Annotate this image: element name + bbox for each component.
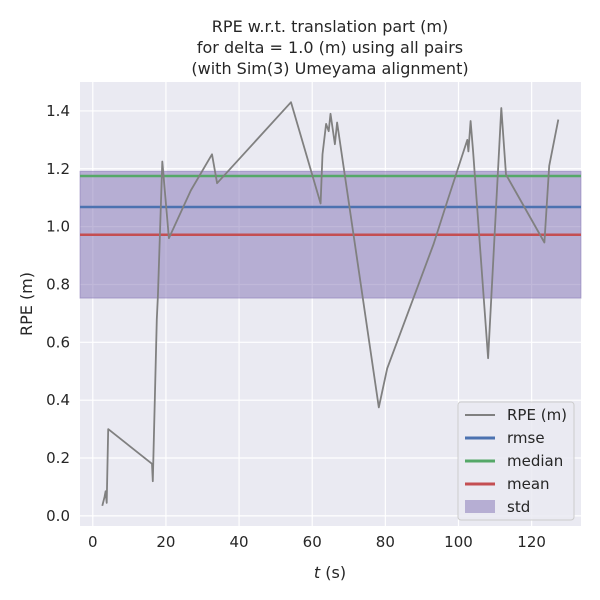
- chart-title-line-2: for delta = 1.0 (m) using all pairs: [197, 38, 463, 57]
- y-tick-label: 0.8: [46, 275, 70, 293]
- y-tick-label: 1.4: [46, 102, 70, 120]
- x-axis-label: t (s): [314, 563, 346, 582]
- y-tick-label: 0.4: [46, 391, 70, 409]
- y-tick-label: 1.0: [46, 218, 70, 236]
- y-tick-label: 0.6: [46, 333, 70, 351]
- y-tick-label: 1.2: [46, 160, 70, 178]
- y-axis-label: RPE (m): [17, 272, 36, 336]
- legend-label-median: median: [507, 452, 563, 470]
- legend-box: [457, 401, 575, 521]
- x-axis-label-var: t: [314, 563, 321, 582]
- x-tick-label: 80: [376, 533, 395, 551]
- x-tick-label: 40: [230, 533, 249, 551]
- legend: RPE (m) rmse median mean std: [457, 401, 575, 521]
- x-tick-label: 0: [88, 533, 98, 551]
- y-tick-label: 0.2: [46, 449, 70, 467]
- gridlines: [80, 82, 581, 526]
- x-axis-label-unit: (s): [320, 563, 346, 582]
- series-layer: [101, 101, 560, 507]
- legend-swatch-std: [465, 500, 495, 513]
- x-tick-label: 20: [156, 533, 175, 551]
- x-tick-label: 120: [517, 533, 546, 551]
- chart-title-line-3: (with Sim(3) Umeyama alignment): [191, 59, 468, 78]
- legend-label-rpe: RPE (m): [507, 406, 567, 424]
- tick-labels: 0 20 40 60 80 100 120 0.0 0.2 0.4 0.6 0.8 1.0 1.2 1.4: [46, 102, 546, 551]
- legend-label-std: std: [507, 498, 530, 516]
- y-tick-label: 0.0: [46, 507, 70, 525]
- rpe-series-line: [101, 101, 560, 507]
- legend-label-rmse: rmse: [507, 429, 545, 447]
- x-tick-label: 60: [303, 533, 322, 551]
- legend-label-mean: mean: [507, 475, 550, 493]
- chart-title-line-1: RPE w.r.t. translation part (m): [212, 17, 448, 36]
- x-tick-label: 100: [444, 533, 473, 551]
